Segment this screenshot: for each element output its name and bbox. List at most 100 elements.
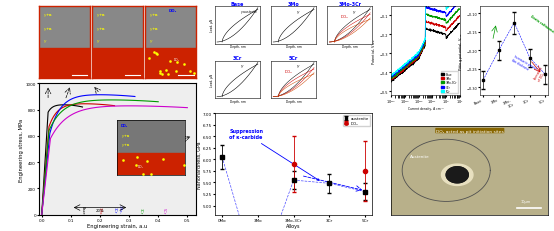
Text: $\gamma$: $\gamma$	[96, 37, 101, 44]
3Cr	[421, 41, 428, 44]
5Cr	[425, 0, 432, 3]
Y-axis label: Potential, V$_{SCE}$: Potential, V$_{SCE}$	[371, 38, 378, 64]
Y-axis label: Load, μN: Load, μN	[211, 19, 214, 32]
Polygon shape	[446, 167, 468, 183]
3Cr	[429, 9, 435, 11]
Bar	[39, 7, 90, 49]
3Cr	[388, 76, 394, 79]
Base	[456, 23, 463, 26]
3Cr	[425, 6, 432, 9]
Base	[425, 29, 432, 32]
Text: 20%: 20%	[96, 208, 104, 212]
Bar	[92, 7, 143, 49]
Text: $\gamma$+κ: $\gamma$+κ	[43, 25, 53, 33]
X-axis label: Current density, A cm⁻²: Current density, A cm⁻²	[408, 107, 443, 111]
3Mo-3Cr	[444, 22, 450, 24]
3Cr	[388, 76, 394, 79]
Line: 3Cr: 3Cr	[391, 1, 460, 78]
Text: 3Mo: 3Mo	[98, 206, 102, 213]
Text: 10μm: 10μm	[521, 199, 531, 204]
Y-axis label: Pitting potential, V$_{SCE}$: Pitting potential, V$_{SCE}$	[457, 32, 465, 71]
3Mo	[455, 16, 461, 19]
3Cr	[444, 15, 450, 18]
3Cr	[456, 0, 463, 3]
Legend: austenite, DO₃: austenite, DO₃	[343, 116, 370, 127]
Y-axis label: Load, μN: Load, μN	[211, 74, 214, 87]
Title: 3Mo: 3Mo	[288, 2, 300, 6]
Text: $\gamma$+κ: $\gamma$+κ	[96, 25, 106, 33]
Text: $\gamma$+κ: $\gamma$+κ	[96, 11, 106, 18]
Title: Base: Base	[231, 2, 244, 6]
Text: $\gamma$ austenite: $\gamma$ austenite	[240, 8, 258, 15]
3Mo-3Cr	[455, 9, 461, 12]
Base	[388, 80, 394, 83]
Y-axis label: Nanohardness, GPa: Nanohardness, GPa	[197, 140, 202, 188]
3Mo	[444, 29, 450, 31]
Text: DO₃: DO₃	[341, 15, 348, 19]
Base	[456, 22, 463, 25]
3Mo	[456, 15, 463, 18]
Line: Base: Base	[391, 24, 460, 83]
Text: $\gamma$: $\gamma$	[296, 9, 300, 15]
Legend: Base, 3Mo, 3Mo-3Cr, 3Cr, 5Cr: Base, 3Mo, 3Mo-3Cr, 3Cr, 5Cr	[440, 72, 458, 94]
Text: $\gamma$: $\gamma$	[296, 63, 300, 70]
3Mo	[456, 15, 463, 18]
5Cr	[429, 1, 435, 4]
3Mo-3Cr	[421, 43, 428, 46]
Text: $\gamma$: $\gamma$	[240, 63, 244, 70]
Text: DO₃: DO₃	[168, 9, 177, 13]
Text: DO₃: DO₃	[285, 70, 293, 74]
3Cr	[420, 43, 427, 46]
3Mo	[420, 46, 427, 48]
X-axis label: Depth, nm: Depth, nm	[286, 100, 301, 104]
Text: Formation
of DO₃: Formation of DO₃	[534, 65, 548, 82]
Text: $\gamma$: $\gamma$	[150, 37, 154, 44]
X-axis label: Depth, nm: Depth, nm	[342, 45, 358, 49]
Base	[444, 36, 450, 39]
3Mo	[425, 21, 432, 24]
3Mo-3Cr	[429, 16, 435, 18]
3Mo-3Cr	[388, 77, 394, 80]
3Mo	[388, 79, 394, 81]
X-axis label: Engineering strain, a.u: Engineering strain, a.u	[88, 223, 147, 228]
Text: $\gamma$+κ: $\gamma$+κ	[150, 25, 160, 33]
Bar	[92, 49, 143, 79]
3Mo	[429, 24, 435, 26]
Text: 3Mo-
3Cr: 3Mo- 3Cr	[113, 204, 122, 213]
3Mo-3Cr	[455, 8, 462, 11]
Line: 3Mo-3Cr: 3Mo-3Cr	[391, 10, 460, 79]
Text: Base: Base	[80, 205, 84, 213]
Text: Increase in passive
film thickness: Increase in passive film thickness	[511, 54, 538, 75]
Base	[429, 30, 435, 33]
3Cr	[455, 3, 461, 6]
Text: Austenite: Austenite	[410, 154, 430, 158]
Line: 5Cr: 5Cr	[391, 0, 460, 77]
X-axis label: Alloys: Alloys	[286, 223, 301, 228]
Text: DO₃: DO₃	[173, 58, 179, 62]
Bar	[145, 49, 196, 79]
Base	[388, 82, 395, 84]
Line: 3Mo: 3Mo	[391, 16, 460, 81]
Base	[420, 48, 427, 51]
X-axis label: Depth, nm: Depth, nm	[229, 45, 245, 49]
Text: 3Cr: 3Cr	[138, 207, 143, 213]
Text: $\gamma$: $\gamma$	[43, 37, 47, 44]
3Mo	[421, 45, 428, 48]
Polygon shape	[442, 164, 473, 186]
3Mo-3Cr	[456, 8, 463, 11]
Title: 3Cr: 3Cr	[233, 56, 242, 61]
3Mo-3Cr	[420, 45, 427, 48]
Title: 5Cr: 5Cr	[289, 56, 298, 61]
Base	[421, 46, 428, 49]
Bar	[145, 7, 196, 49]
Title: 3Mo-3Cr: 3Mo-3Cr	[338, 2, 361, 6]
X-axis label: Depth, nm: Depth, nm	[286, 45, 301, 49]
Text: Grain refinement: Grain refinement	[529, 14, 554, 36]
Y-axis label: Engineering stress, MPa: Engineering stress, MPa	[19, 118, 24, 181]
5Cr	[420, 41, 427, 43]
Text: $\gamma$+κ: $\gamma$+κ	[43, 11, 53, 18]
Text: Suppression
of κ-carbide: Suppression of κ-carbide	[229, 129, 319, 181]
X-axis label: Depth, nm: Depth, nm	[229, 100, 245, 104]
Text: DO₃ acted as pit initiation sites: DO₃ acted as pit initiation sites	[436, 129, 504, 133]
Text: $\gamma$+κ: $\gamma$+κ	[150, 11, 160, 18]
